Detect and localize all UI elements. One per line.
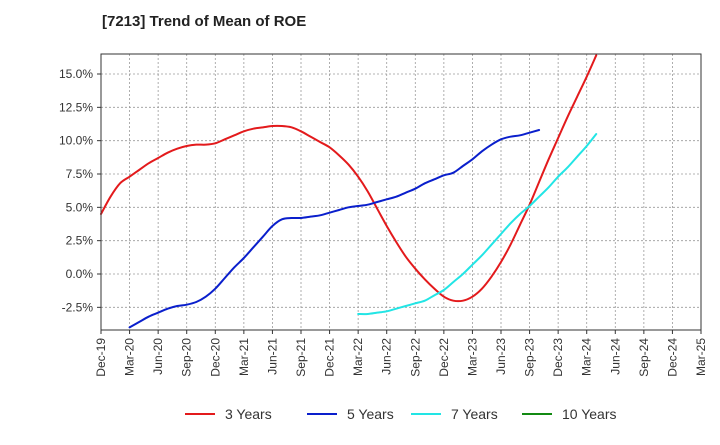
x-tick-label: Mar-24 — [580, 338, 594, 376]
x-tick-label: Jun-21 — [265, 338, 279, 375]
series-line-5-years — [128, 129, 541, 329]
grid-layer — [101, 54, 701, 330]
y-tick-label: -2.5% — [62, 300, 94, 314]
legend-label: 10 Years — [562, 406, 617, 422]
chart-title: [7213] Trend of Mean of ROE — [102, 13, 307, 30]
y-tick-label: 7.5% — [66, 167, 94, 181]
x-tick-label: Dec-23 — [551, 338, 565, 377]
y-tick-label: 5.0% — [66, 200, 94, 214]
x-tick-label: Mar-23 — [465, 338, 479, 376]
plot-border — [100, 53, 702, 331]
legend-label: 7 Years — [451, 406, 498, 422]
y-tick-label: 0.0% — [66, 267, 94, 281]
x-tick-label: Sep-21 — [294, 338, 308, 377]
x-tick-label: Mar-21 — [237, 338, 251, 376]
axis-layer: -2.5% 0.0% 2.5% 5.0% 7.5% 10.0% 12.5% 15.0% Dec-… — [59, 53, 708, 377]
x-tick-label: Mar-25 — [694, 338, 708, 376]
legend-layer: 3 Years 5 Years 7 Years 10 Years — [185, 406, 617, 422]
series-layer — [100, 54, 598, 329]
series-line-3-years — [100, 54, 598, 303]
x-tick-label: Dec-22 — [437, 338, 451, 377]
y-tick-label: 15.0% — [59, 67, 93, 81]
x-tick-label: Dec-20 — [208, 338, 222, 377]
x-tick-label: Sep-22 — [408, 338, 422, 377]
y-tick-label: 10.0% — [59, 134, 93, 148]
x-tick-label: Sep-23 — [523, 338, 537, 377]
legend-label: 5 Years — [347, 406, 394, 422]
series-line-7-years — [357, 133, 598, 316]
x-tick-label: Jun-24 — [608, 338, 622, 375]
x-tick-label: Dec-24 — [665, 338, 679, 377]
plot-area — [101, 54, 701, 330]
x-tick-label: Jun-20 — [151, 338, 165, 375]
legend-label: 3 Years — [225, 406, 272, 422]
x-tick-label: Jun-23 — [494, 338, 508, 375]
x-tick-label: Dec-19 — [94, 338, 108, 377]
x-tick-label: Dec-21 — [323, 338, 337, 377]
x-tick-label: Jun-22 — [380, 338, 394, 375]
x-tick-label: Sep-24 — [637, 338, 651, 377]
y-tick-label: 2.5% — [66, 234, 94, 248]
x-tick-label: Mar-22 — [351, 338, 365, 376]
y-tick-label: 12.5% — [59, 100, 93, 114]
x-tick-label: Mar-20 — [123, 338, 137, 376]
x-tick-label: Sep-20 — [180, 338, 194, 377]
